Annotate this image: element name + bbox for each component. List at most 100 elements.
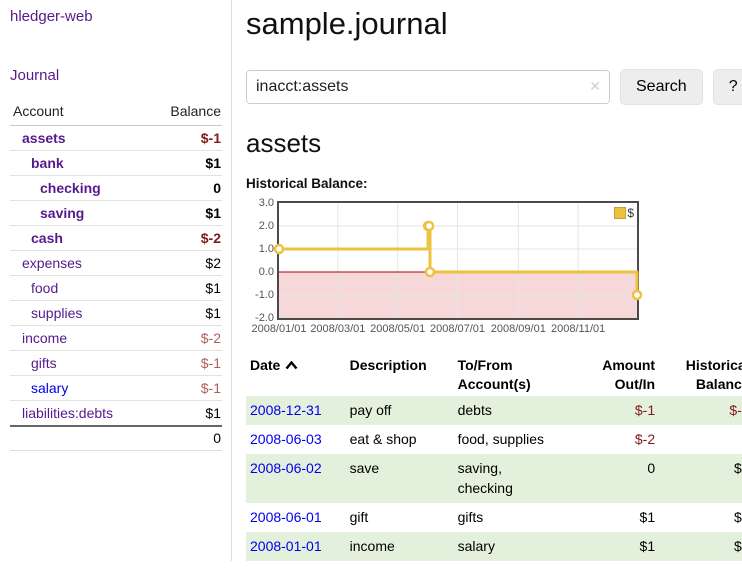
- account-link[interactable]: bank: [31, 155, 64, 171]
- x-tick-label: 2008/05/01: [370, 323, 426, 335]
- account-heading: assets: [246, 128, 322, 158]
- transaction-date-link[interactable]: 2008-06-01: [250, 509, 322, 525]
- register-row: 2008-06-03 eat & shop food, supplies $-20: [246, 425, 742, 454]
- transaction-description: eat & shop: [349, 431, 417, 447]
- sort-ascending-icon: [285, 361, 298, 370]
- search-row: ✕ Search ?: [246, 69, 742, 105]
- search-box: ✕: [246, 70, 610, 104]
- account-row: saving $1: [10, 200, 222, 226]
- account-balance: $-2: [148, 225, 222, 251]
- chart-svg: [273, 203, 643, 318]
- transaction-amount: 0: [647, 460, 656, 476]
- account-balance: $1: [205, 405, 221, 421]
- accounts-header-balance: Balance: [148, 100, 222, 126]
- transaction-balance: $2: [734, 460, 742, 476]
- account-link[interactable]: checking: [40, 180, 101, 196]
- transaction-date-link[interactable]: 2008-06-03: [250, 431, 322, 447]
- register-header-accounts: To/From Account(s): [457, 357, 531, 392]
- transaction-date-link[interactable]: 2008-12-31: [250, 402, 322, 418]
- account-balance: $1: [148, 275, 222, 301]
- transaction-accounts: saving, checking: [457, 460, 513, 496]
- transaction-description: gift: [349, 509, 369, 525]
- account-balance: $1: [148, 200, 222, 226]
- register-row: 2008-06-01 gift gifts $1 $2: [246, 503, 742, 532]
- app-title-link[interactable]: hledger-web: [10, 8, 93, 25]
- transaction-description: pay off: [349, 402, 392, 418]
- account-link[interactable]: income: [22, 330, 68, 346]
- register-row: 2008-06-02 save saving,checking 0 $2: [246, 454, 742, 503]
- account-link[interactable]: gifts: [31, 355, 57, 371]
- transaction-balance: $2: [734, 509, 742, 525]
- y-tick-label: -2.0: [255, 311, 274, 324]
- account-row: salary $-1: [10, 375, 222, 401]
- transaction-amount: $-1: [634, 402, 656, 418]
- y-tick-label: 0.0: [258, 265, 274, 278]
- accounts-total-value: 0: [148, 425, 222, 451]
- account-row: checking 0: [10, 175, 222, 201]
- account-balance: 0: [148, 175, 222, 201]
- x-tick-label: 2008/01/01: [251, 323, 307, 335]
- transaction-description: income: [349, 538, 395, 554]
- y-tick-label: 3.0: [258, 196, 274, 209]
- transaction-balance: $1: [734, 538, 742, 554]
- account-link[interactable]: expenses: [22, 255, 82, 271]
- x-tick-label: 2008/09/01: [490, 323, 546, 335]
- account-link[interactable]: supplies: [31, 305, 83, 321]
- account-row: bank $1: [10, 150, 222, 176]
- register-header-description: Description: [349, 357, 427, 373]
- account-balance: $1: [148, 300, 222, 326]
- balance-chart: 3.0 2.0 1.0 0.0 -1.0 -2.0 $ 2008/01/01 2008/03…: [246, 196, 643, 338]
- transaction-accounts: gifts: [457, 509, 484, 525]
- account-row: liabilities:debts $1: [10, 401, 222, 427]
- account-balance: $-1: [148, 125, 222, 151]
- nav-journal-link[interactable]: Journal: [10, 67, 60, 84]
- legend-swatch-icon: [614, 207, 627, 219]
- transaction-accounts: debts: [457, 402, 492, 418]
- y-tick-label: 2.0: [258, 219, 274, 232]
- accounts-total-row: 0: [10, 425, 222, 451]
- account-balance: $-1: [148, 375, 222, 401]
- accounts-table: Account Balance assets $-1 bank $1 checking 0…: [10, 100, 222, 451]
- account-link[interactable]: food: [31, 280, 59, 296]
- account-balance: $-2: [148, 325, 222, 351]
- account-row: supplies $1: [10, 300, 222, 326]
- account-row: cash $-2: [10, 225, 222, 251]
- help-button[interactable]: ?: [712, 69, 742, 105]
- account-balance: $1: [148, 150, 222, 176]
- chart-x-axis-labels: 2008/01/01 2008/03/01 2008/05/01 2008/07/01…: [246, 323, 642, 338]
- register-row: 2008-12-31 pay off debts $-1 $-1: [246, 396, 742, 425]
- transaction-description: save: [349, 460, 380, 476]
- register-header-amount: Amount Out/In: [602, 357, 656, 392]
- transaction-balance: $-1: [729, 402, 742, 418]
- transaction-accounts: food, supplies: [457, 431, 544, 447]
- chart-plot-area: $: [273, 201, 643, 320]
- account-row: food $1: [10, 275, 222, 301]
- search-input[interactable]: [246, 70, 610, 104]
- page: hledger-web Journal Account Balance asse…: [0, 0, 742, 561]
- account-link[interactable]: liabilities:debts: [22, 405, 114, 421]
- account-row: income $-2: [10, 325, 222, 351]
- main-content: sample.journal ✕ Search ? assets Histori…: [232, 0, 742, 561]
- transaction-date-link[interactable]: 2008-01-01: [250, 538, 322, 554]
- transaction-accounts: salary: [457, 538, 495, 554]
- chart-y-axis-labels: 3.0 2.0 1.0 0.0 -1.0 -2.0: [246, 196, 274, 323]
- account-link[interactable]: assets: [22, 130, 66, 146]
- clear-search-icon[interactable]: ✕: [589, 78, 601, 94]
- transaction-amount: $1: [639, 509, 656, 525]
- transaction-amount: $1: [639, 538, 656, 554]
- accounts-header-account: Account: [10, 100, 149, 126]
- account-link[interactable]: saving: [40, 205, 85, 221]
- account-row: expenses $2: [10, 250, 222, 276]
- chart-title: Historical Balance:: [246, 176, 368, 191]
- search-button[interactable]: Search: [620, 69, 703, 105]
- account-row: assets $-1: [10, 125, 222, 151]
- sidebar: hledger-web Journal Account Balance asse…: [0, 0, 232, 561]
- legend-label: $: [627, 206, 634, 220]
- x-tick-label: 2008/03/01: [310, 323, 366, 335]
- transaction-date-link[interactable]: 2008-06-02: [250, 460, 322, 476]
- account-balance: $-1: [148, 350, 222, 376]
- account-link[interactable]: cash: [31, 230, 63, 246]
- account-link[interactable]: salary: [31, 380, 69, 396]
- register-row: 2008-01-01 income salary $1 $1: [246, 532, 742, 561]
